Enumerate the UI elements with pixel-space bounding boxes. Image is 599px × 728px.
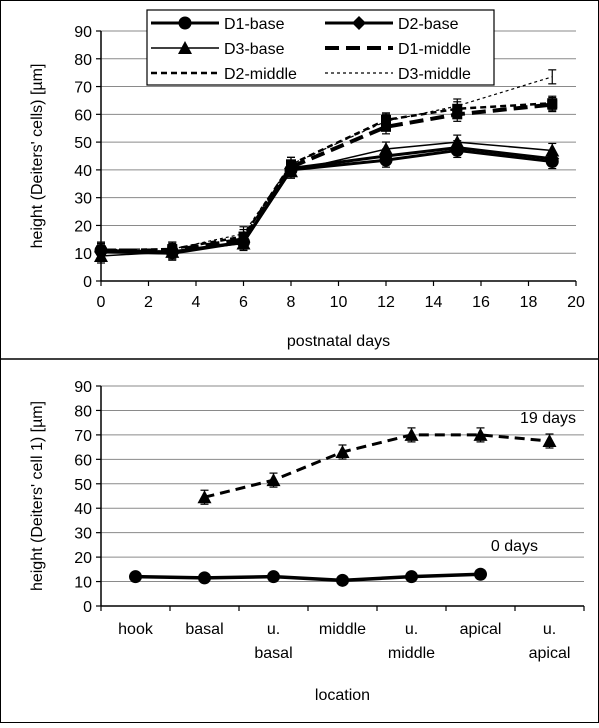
- series-label-0-days: 0 days: [491, 538, 538, 555]
- y-tick-label: 0: [83, 599, 92, 616]
- y-tick-label: 60: [74, 452, 92, 469]
- legend-label-d1-middle: D1-middle: [398, 41, 471, 58]
- y-tick-label: 50: [74, 477, 92, 494]
- x-tick-label: 10: [330, 294, 348, 311]
- point-d1-base-8: [284, 163, 298, 177]
- y-axis-title: height (Deiters' cell 1) [µm]: [29, 401, 46, 591]
- x-tick-label: 14: [425, 294, 443, 311]
- x-tick-label: 16: [472, 294, 490, 311]
- x-tick-label: 8: [287, 294, 296, 311]
- x-tick-label: u.: [405, 621, 418, 638]
- y-tick-label: 70: [74, 428, 92, 445]
- point-d3-base-19: [545, 143, 560, 157]
- x-tick-label: 6: [239, 294, 248, 311]
- legend-marker-d3-base: [178, 41, 192, 54]
- point-d1-middle-19: [547, 99, 558, 110]
- legend-label-d3-base: D3-base: [224, 41, 285, 58]
- x-tick-label: u.: [543, 621, 556, 638]
- legend-marker-d2-base: [352, 16, 366, 30]
- point-0-days-5: [474, 567, 487, 581]
- y-tick-label: 40: [74, 501, 92, 518]
- point-d1-base-15: [450, 143, 464, 157]
- point-d1-base-0: [94, 243, 108, 257]
- x-tick-label: 20: [567, 294, 585, 311]
- x-tick-label: hook: [118, 621, 154, 638]
- point-0-days-3: [336, 573, 349, 587]
- y-tick-label: 50: [74, 135, 92, 152]
- x-tick-label: u.: [267, 621, 280, 638]
- point-19-days-5: [473, 427, 488, 441]
- y-tick-label: 80: [74, 403, 92, 420]
- point-d1-base-6: [237, 235, 250, 249]
- y-tick-label: 30: [74, 191, 92, 208]
- x-tick-label: 12: [377, 294, 395, 311]
- point-0-days-1: [198, 571, 211, 585]
- x-tick-label: 18: [520, 294, 538, 311]
- point-0-days-0: [129, 570, 142, 584]
- point-19-days-6: [542, 434, 557, 447]
- y-tick-label: 10: [74, 575, 92, 592]
- point-19-days-1: [197, 490, 212, 504]
- y-tick-label: 20: [74, 218, 92, 235]
- x-tick-label: 0: [97, 294, 106, 311]
- x-axis-title: location: [315, 687, 370, 704]
- y-tick-label: 20: [74, 550, 92, 567]
- y-axis-title: height (Deiters' cells) [µm]: [29, 64, 46, 249]
- point-0-days-4: [405, 570, 418, 584]
- point-d1-middle-15: [452, 109, 463, 120]
- y-tick-label: 90: [74, 24, 92, 41]
- x-tick-label: basal: [185, 621, 223, 638]
- y-tick-label: 60: [74, 107, 92, 124]
- legend-label-d3-middle: D3-middle: [398, 66, 471, 83]
- legend-label-d2-base: D2-base: [398, 16, 459, 33]
- point-d1-base-12: [379, 153, 393, 167]
- point-d1-base-3: [165, 245, 179, 259]
- x-tick-label: apical: [460, 621, 502, 638]
- point-19-days-4: [404, 427, 419, 441]
- point-19-days-3: [335, 445, 350, 458]
- y-tick-label: 30: [74, 526, 92, 543]
- y-tick-label: 40: [74, 163, 92, 180]
- x-axis-title: postnatal days: [287, 333, 390, 350]
- series-line-19-days: [204, 433, 550, 499]
- series-line-0-days: [135, 572, 481, 583]
- legend-label-d1-base: D1-base: [224, 16, 285, 33]
- legend-marker-d1-base: [178, 16, 192, 30]
- y-tick-label: 0: [83, 274, 92, 291]
- y-tick-label: 80: [74, 52, 92, 69]
- x-tick-label: apical: [529, 645, 571, 662]
- series-label-19-days: 19 days: [520, 410, 576, 427]
- x-tick-label: basal: [254, 645, 292, 662]
- x-tick-label: middle: [319, 621, 366, 638]
- y-tick-label: 70: [74, 80, 92, 97]
- point-d1-base-19: [545, 155, 559, 169]
- x-tick-label: middle: [388, 645, 435, 662]
- y-tick-label: 90: [74, 379, 92, 396]
- point-19-days-2: [266, 473, 281, 487]
- y-tick-label: 10: [74, 246, 92, 263]
- point-0-days-2: [267, 570, 280, 584]
- x-tick-label: 4: [192, 294, 201, 311]
- point-d1-middle-12: [381, 121, 391, 132]
- legend-label-d2-middle: D2-middle: [224, 66, 297, 83]
- x-tick-label: 2: [144, 294, 153, 311]
